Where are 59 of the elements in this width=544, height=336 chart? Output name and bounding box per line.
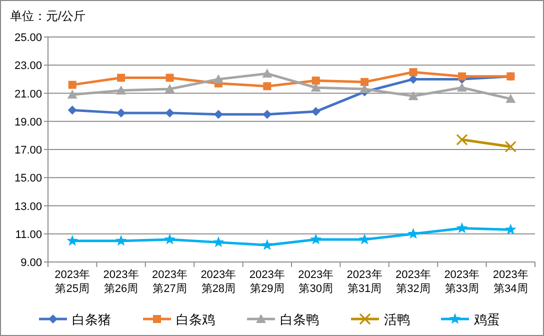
point — [311, 107, 320, 116]
point — [504, 224, 516, 235]
point — [360, 78, 369, 86]
point — [408, 91, 418, 100]
point — [68, 80, 76, 89]
xtick: 2023年第29周 — [248, 268, 286, 296]
ytick: 19.00 — [14, 116, 42, 128]
point — [458, 72, 466, 80]
ytick: 13.00 — [14, 200, 42, 213]
ytick: 9.00 — [20, 257, 42, 269]
point — [213, 74, 224, 84]
ytick: 21.00 — [14, 88, 42, 100]
legend-label: 白条鸡 — [176, 312, 215, 327]
point — [164, 84, 175, 94]
ytick: 25.00 — [14, 32, 42, 44]
legend-label: 鸡蛋 — [473, 312, 500, 327]
point — [67, 90, 78, 99]
ytick: 15.00 — [14, 172, 42, 185]
point — [312, 76, 320, 85]
xtick: 2023年第27周 — [151, 268, 188, 296]
point — [456, 82, 467, 92]
ytick: 11.00 — [15, 228, 42, 241]
point — [262, 110, 272, 119]
point — [506, 94, 516, 103]
point — [166, 74, 174, 82]
point — [408, 228, 419, 239]
xtick: 2023年第34周 — [492, 268, 530, 296]
point — [456, 134, 468, 146]
ytick: 23.00 — [14, 60, 42, 72]
legend-label: 白条鸭 — [280, 312, 319, 327]
point — [263, 82, 272, 90]
point — [360, 84, 370, 94]
xtick: 2023年第25周 — [54, 268, 92, 296]
xtick: 2023年第32周 — [394, 268, 432, 296]
point — [68, 106, 77, 115]
point — [262, 68, 272, 78]
point — [261, 239, 273, 250]
point — [358, 234, 370, 244]
point — [165, 108, 174, 118]
point — [66, 234, 78, 246]
xtick: 2023年第31周 — [346, 268, 384, 296]
point — [310, 82, 321, 92]
point — [409, 68, 418, 76]
xtick: 2023年第30周 — [297, 268, 335, 296]
ytick: 17.00 — [14, 144, 42, 156]
point — [456, 222, 468, 234]
xtick: 2023年第33周 — [443, 268, 481, 296]
point — [504, 140, 516, 152]
point — [212, 236, 224, 248]
ylabel: 单位：元/公斤 — [10, 9, 86, 23]
point — [115, 234, 127, 246]
xtick: 2023年第28周 — [200, 268, 238, 296]
legend-label: 白条猪 — [72, 312, 111, 327]
xtick: 2023年第26周 — [102, 268, 140, 296]
point — [116, 85, 126, 94]
point — [164, 234, 176, 244]
point — [310, 234, 322, 244]
legend-label: 活鸭 — [384, 312, 410, 327]
point — [117, 74, 126, 82]
